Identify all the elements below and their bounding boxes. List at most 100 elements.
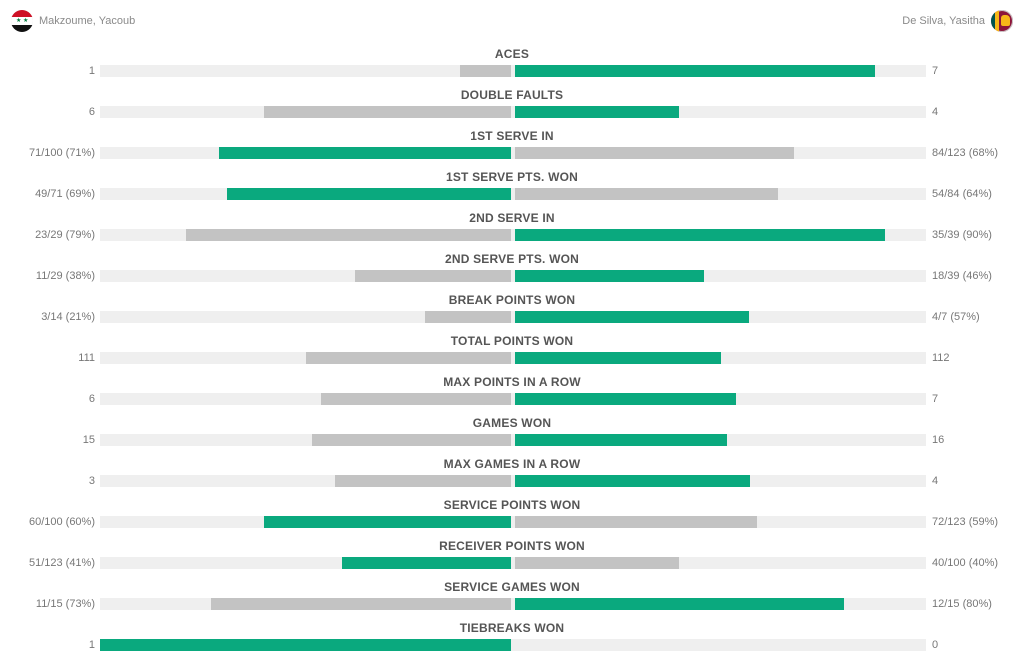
stat-left-bar: [219, 147, 511, 159]
stat-row: TOTAL POINTS WON 111 112: [0, 333, 1024, 374]
stat-track: [100, 311, 926, 323]
stat-left-value: 11/15 (73%): [35, 598, 95, 610]
stat-right-value: 7: [932, 393, 939, 405]
stat-row: 2ND SERVE IN 23/29 (79%) 35/39 (90%): [0, 210, 1024, 251]
stat-label: DOUBLE FAULTS: [460, 88, 564, 102]
stat-left-value: 71/100 (71%): [28, 147, 95, 159]
stat-left-value: 1: [88, 639, 95, 651]
stat-right-value: 12/15 (80%): [932, 598, 992, 610]
stat-row: TIEBREAKS WON 1 0: [0, 620, 1024, 661]
stat-label: MAX POINTS IN A ROW: [443, 375, 581, 389]
stat-track: [100, 393, 926, 405]
stats-comparison-list: ACES 1 7 DOUBLE FAULTS 6 4 1ST SERVE IN 71/100 …: [0, 46, 1024, 661]
stat-right-bar: [515, 188, 778, 200]
stat-track: [100, 352, 926, 364]
stat-label: 1ST SERVE PTS. WON: [445, 170, 579, 184]
stat-row: MAX POINTS IN A ROW 6 7: [0, 374, 1024, 415]
stat-track: [100, 434, 926, 446]
stat-left-bar: [227, 188, 511, 200]
stat-right-value: 4: [932, 475, 939, 487]
stat-left-value: 6: [88, 106, 95, 118]
stat-right-bar: [515, 147, 794, 159]
player-left: ★ ★ Makzoume, Yacoub: [11, 10, 135, 32]
stat-left-value: 49/71 (69%): [35, 188, 95, 200]
stat-left-bar: [321, 393, 511, 405]
stat-left-bar: [211, 598, 511, 610]
stat-left-value: 6: [88, 393, 95, 405]
stat-row: 1ST SERVE IN 71/100 (71%) 84/123 (68%): [0, 128, 1024, 169]
stat-label: BREAK POINTS WON: [448, 293, 576, 307]
stat-right-bar: [515, 311, 749, 323]
stat-row: 2ND SERVE PTS. WON 11/29 (38%) 18/39 (46%): [0, 251, 1024, 292]
stat-left-value: 111: [78, 352, 95, 364]
stat-label: RECEIVER POINTS WON: [439, 539, 585, 553]
stat-label: SERVICE GAMES WON: [444, 580, 580, 594]
stat-left-bar: [312, 434, 511, 446]
stat-track: [100, 106, 926, 118]
stat-track: [100, 270, 926, 282]
stat-right-bar: [515, 516, 757, 528]
stat-track: [100, 598, 926, 610]
stat-right-value: 4: [932, 106, 939, 118]
stat-left-value: 1: [88, 65, 95, 77]
stat-right-bar: [515, 598, 844, 610]
stat-right-value: 0: [932, 639, 939, 651]
stat-track: [100, 639, 926, 651]
stat-row: ACES 1 7: [0, 46, 1024, 87]
stat-left-bar: [264, 516, 511, 528]
stat-label: GAMES WON: [472, 416, 552, 430]
stat-right-value: 40/100 (40%): [932, 557, 999, 569]
stat-row: MAX GAMES IN A ROW 3 4: [0, 456, 1024, 497]
stat-left-value: 11/29 (38%): [35, 270, 95, 282]
stat-right-bar: [515, 270, 704, 282]
stat-label: ACES: [494, 47, 530, 61]
stat-row: RECEIVER POINTS WON 51/123 (41%) 40/100 (4…: [0, 538, 1024, 579]
player-right-name: De Silva, Yasitha: [902, 15, 985, 27]
stat-label: TIEBREAKS WON: [459, 621, 565, 635]
stat-right-bar: [515, 65, 875, 77]
player-right: De Silva, Yasitha: [902, 10, 1013, 32]
stat-left-value: 60/100 (60%): [28, 516, 95, 528]
stat-left-value: 15: [82, 434, 95, 446]
stat-label: MAX GAMES IN A ROW: [443, 457, 581, 471]
sri-lanka-flag-icon: [991, 10, 1013, 32]
stat-row: 1ST SERVE PTS. WON 49/71 (69%) 54/84 (64%): [0, 169, 1024, 210]
stat-track: [100, 475, 926, 487]
stat-right-bar: [515, 434, 727, 446]
stat-track: [100, 65, 926, 77]
stat-right-value: 35/39 (90%): [932, 229, 992, 241]
stat-left-bar: [264, 106, 511, 118]
stat-right-bar: [515, 557, 679, 569]
stat-track: [100, 147, 926, 159]
stat-right-value: 84/123 (68%): [932, 147, 999, 159]
stat-track: [100, 229, 926, 241]
stat-right-value: 4/7 (57%): [932, 311, 980, 323]
stat-left-bar: [342, 557, 511, 569]
stat-label: 2ND SERVE IN: [469, 211, 555, 225]
stat-track: [100, 516, 926, 528]
stat-left-value: 23/29 (79%): [35, 229, 95, 241]
stat-left-value: 51/123 (41%): [28, 557, 95, 569]
stat-right-value: 72/123 (59%): [932, 516, 999, 528]
stat-left-bar: [425, 311, 511, 323]
stat-row: GAMES WON 15 16: [0, 415, 1024, 456]
stat-right-bar: [515, 393, 736, 405]
stat-left-bar: [460, 65, 511, 77]
stat-left-bar: [335, 475, 511, 487]
stat-right-bar: [515, 475, 750, 487]
stat-label: 2ND SERVE PTS. WON: [444, 252, 580, 266]
syria-flag-icon: ★ ★: [11, 10, 33, 32]
stat-right-value: 54/84 (64%): [932, 188, 992, 200]
stat-label: SERVICE POINTS WON: [443, 498, 581, 512]
stat-row: SERVICE GAMES WON 11/15 (73%) 12/15 (80%): [0, 579, 1024, 620]
stat-row: SERVICE POINTS WON 60/100 (60%) 72/123 (59…: [0, 497, 1024, 538]
stat-left-bar: [355, 270, 511, 282]
stat-left-value: 3: [88, 475, 95, 487]
stat-right-value: 7: [932, 65, 939, 77]
stat-left-value: 3/14 (21%): [41, 311, 95, 323]
stat-track: [100, 557, 926, 569]
stat-right-value: 16: [932, 434, 945, 446]
match-header: ★ ★ Makzoume, Yacoub De Silva, Yasitha: [0, 0, 1024, 44]
stat-left-bar: [306, 352, 511, 364]
stat-track: [100, 188, 926, 200]
